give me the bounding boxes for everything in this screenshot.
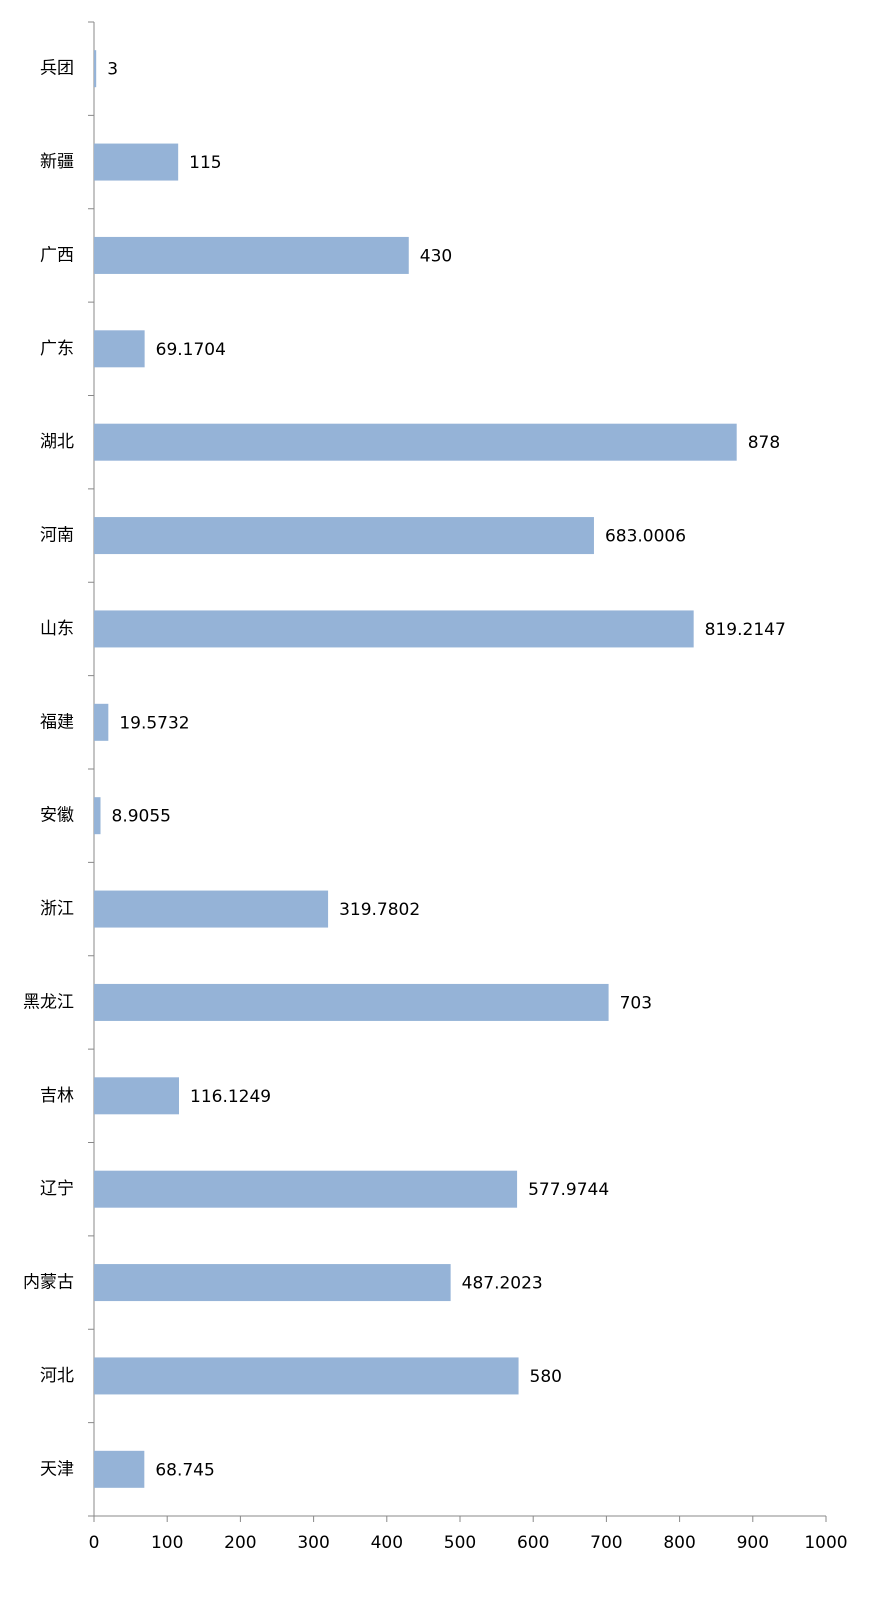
y-tick-label: 新疆	[40, 152, 74, 172]
value-label: 115	[189, 153, 221, 173]
y-tick-label: 浙江	[40, 899, 74, 919]
bar	[94, 703, 109, 741]
bar	[94, 236, 409, 274]
x-tick-label: 0	[89, 1533, 100, 1553]
value-label: 819.2147	[705, 620, 786, 640]
value-label: 19.5732	[119, 713, 189, 733]
value-label: 703	[620, 993, 652, 1013]
value-label: 3	[107, 60, 118, 80]
y-tick-label: 山东	[40, 619, 74, 639]
x-tick-label: 400	[371, 1533, 403, 1553]
x-tick-label: 300	[297, 1533, 329, 1553]
bar	[94, 610, 694, 648]
x-tick-label: 800	[663, 1533, 695, 1553]
y-tick-label: 河北	[40, 1366, 74, 1386]
bar	[94, 983, 609, 1021]
value-label: 580	[530, 1367, 562, 1387]
y-tick-label: 辽宁	[40, 1179, 74, 1199]
bar	[94, 1357, 519, 1395]
y-tick-label: 吉林	[40, 1086, 74, 1106]
value-label: 68.745	[155, 1460, 214, 1480]
value-label: 487.2023	[462, 1274, 543, 1294]
value-label: 878	[748, 433, 780, 453]
x-tick-label: 1000	[804, 1533, 847, 1553]
bar	[94, 1170, 518, 1208]
value-label: 319.7802	[339, 900, 420, 920]
value-label: 430	[420, 246, 452, 266]
y-tick-label: 天津	[40, 1459, 74, 1479]
x-tick-label: 500	[444, 1533, 476, 1553]
y-tick-label: 兵团	[40, 59, 74, 79]
y-tick-label: 广东	[40, 339, 74, 359]
y-tick-label: 河南	[40, 526, 74, 546]
y-tick-label: 福建	[40, 712, 74, 732]
bar	[94, 797, 101, 835]
value-label: 8.9055	[112, 807, 171, 827]
x-tick-label: 900	[737, 1533, 769, 1553]
value-label: 116.1249	[190, 1087, 271, 1107]
bar	[94, 423, 737, 461]
y-tick-label: 湖北	[40, 432, 74, 452]
bar	[94, 50, 97, 88]
x-tick-label: 200	[224, 1533, 256, 1553]
x-tick-label: 700	[590, 1533, 622, 1553]
value-label: 577.9744	[528, 1180, 609, 1200]
bar	[94, 517, 594, 555]
bar	[94, 143, 179, 181]
bar	[94, 330, 145, 368]
y-tick-label: 内蒙古	[23, 1273, 74, 1293]
bar	[94, 1450, 145, 1488]
value-label: 69.1704	[156, 340, 226, 360]
y-tick-label: 安徽	[40, 806, 74, 826]
y-tick-label: 黑龙江	[23, 992, 74, 1012]
bar	[94, 1264, 451, 1302]
x-tick-label: 600	[517, 1533, 549, 1553]
bar	[94, 890, 329, 928]
y-tick-label: 广西	[40, 245, 74, 265]
bar	[94, 1077, 180, 1115]
value-label: 683.0006	[605, 527, 686, 547]
x-tick-label: 100	[151, 1533, 183, 1553]
